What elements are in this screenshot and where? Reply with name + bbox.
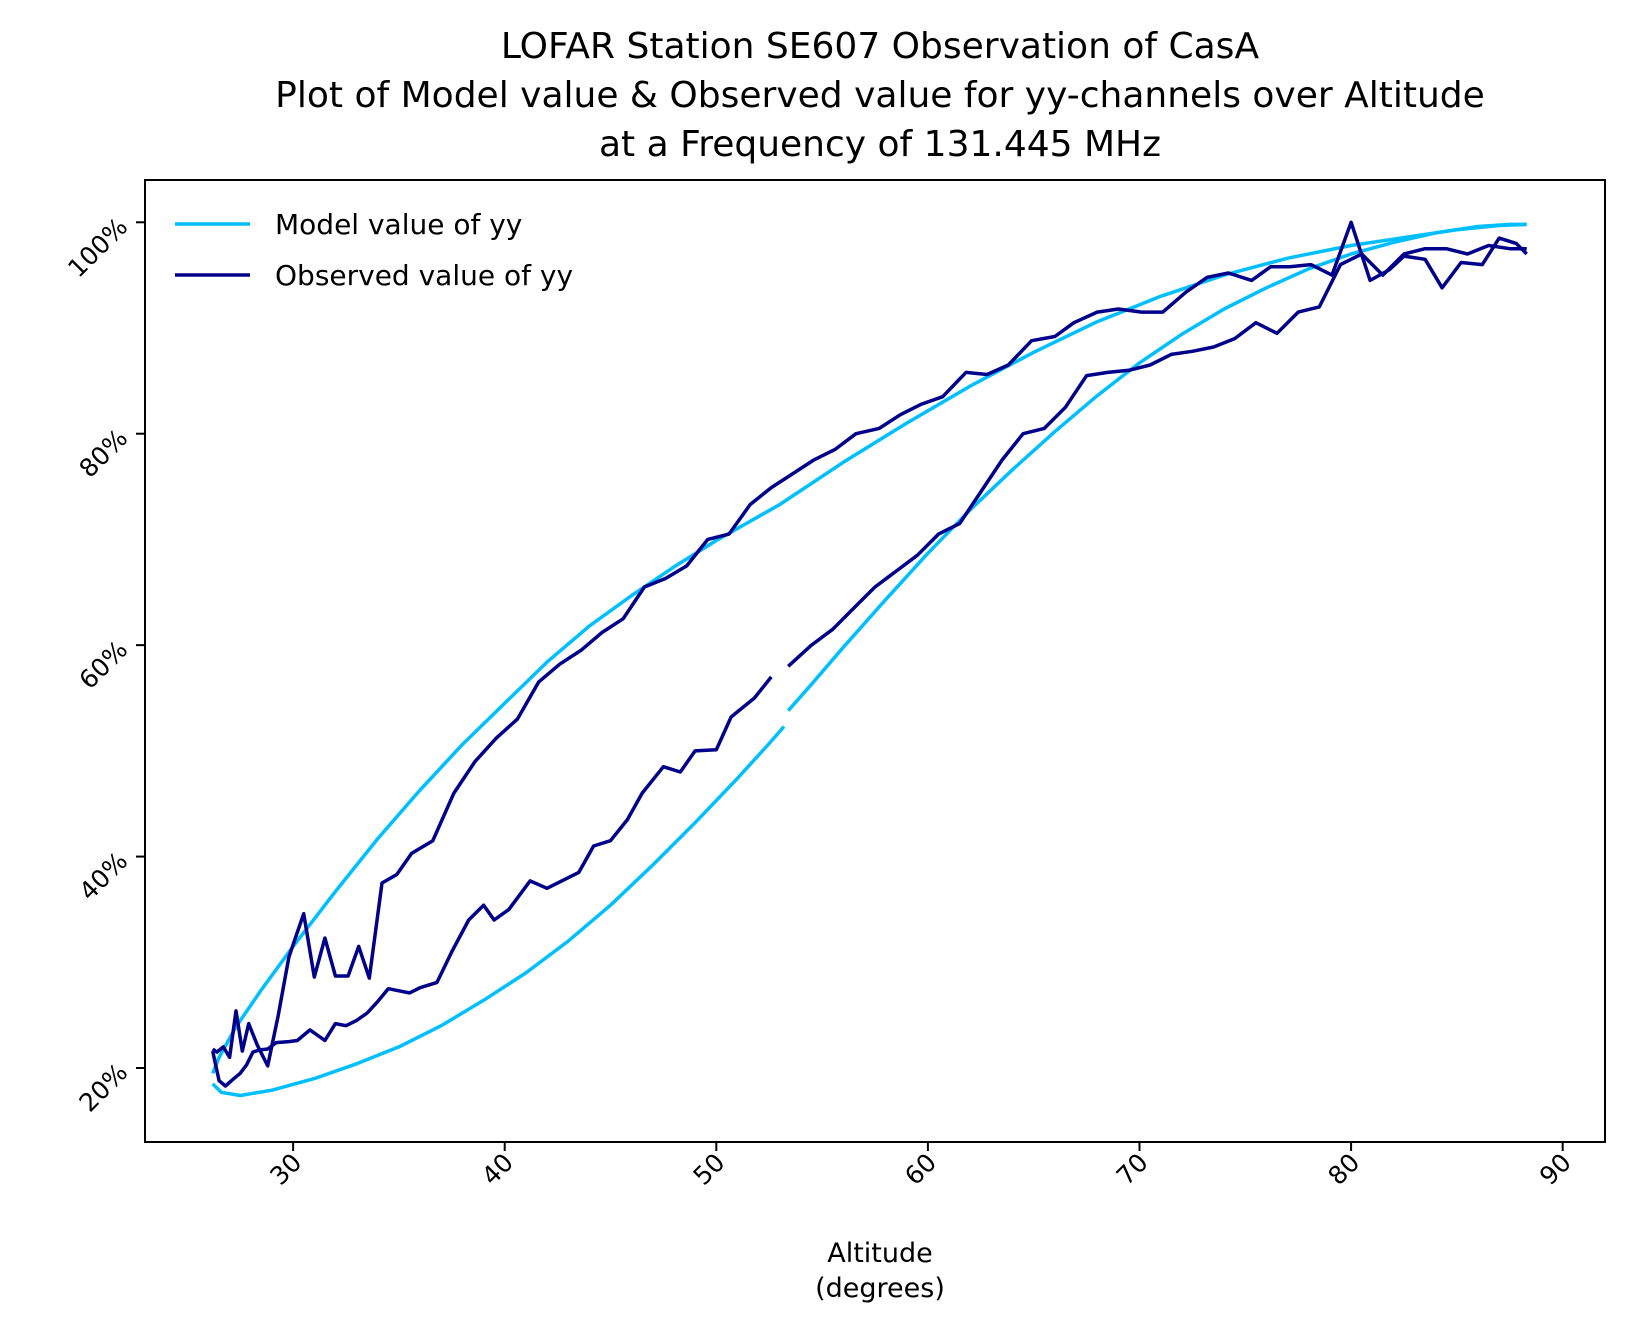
series-1-line-segment-1 [787, 243, 1527, 668]
legend: Model value of yy Observed value of yy [175, 208, 573, 292]
series-1-line-segment-0 [210, 675, 773, 1088]
y-tick-label: 100% [62, 212, 133, 283]
legend-label-model: Model value of yy [275, 208, 522, 241]
chart-title-line-3: at a Frequency of 131.445 MHz [599, 124, 1161, 165]
x-tick-label: 40 [476, 1148, 519, 1191]
series-layer [210, 220, 1528, 1098]
x-axis: 30 40 50 60 70 80 90 [264, 1142, 1577, 1191]
series-1-line-segment-2 [211, 220, 1528, 1068]
x-axis-label-line-2: (degrees) [815, 1273, 945, 1304]
x-axis-label-line-1: Altitude [827, 1238, 933, 1269]
legend-label-observed: Observed value of yy [275, 259, 573, 292]
y-tick-label: 40% [73, 846, 133, 906]
y-tick-label: 80% [73, 423, 133, 483]
x-tick-label: 60 [899, 1148, 942, 1191]
y-tick-label: 60% [73, 635, 133, 695]
chart-title-line-2: Plot of Model value & Observed value for… [275, 75, 1485, 116]
plot-area-frame [144, 179, 1606, 1143]
y-axis: 20% 40% 60% 80% 100% [62, 212, 145, 1118]
series-0-line-segment-0 [211, 725, 786, 1098]
x-tick-label: 90 [1534, 1148, 1577, 1191]
series-0-line-segment-2 [211, 222, 1527, 1074]
x-tick-label: 30 [264, 1148, 307, 1191]
y-tick-label: 20% [73, 1058, 133, 1118]
x-tick-label: 80 [1322, 1148, 1365, 1191]
x-tick-label: 50 [688, 1148, 731, 1191]
chart-title-line-1: LOFAR Station SE607 Observation of CasA [501, 26, 1260, 67]
x-tick-label: 70 [1111, 1148, 1154, 1191]
